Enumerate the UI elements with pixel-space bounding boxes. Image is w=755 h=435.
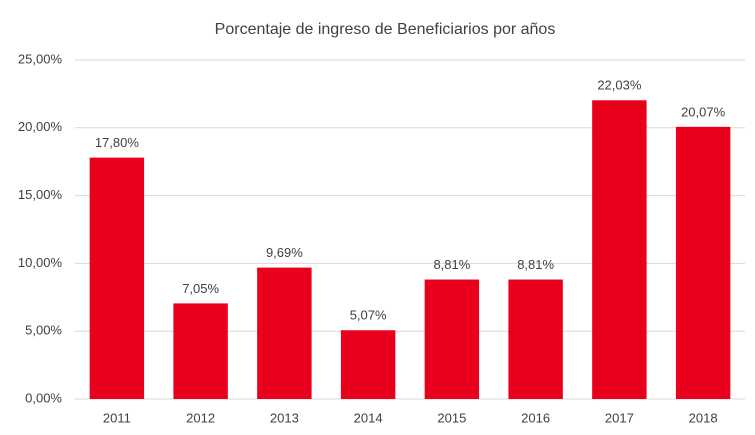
y-tick-label: 20,00% <box>18 119 63 134</box>
x-tick-label: 2014 <box>354 410 383 425</box>
data-label: 5,07% <box>350 308 387 323</box>
y-tick-label: 15,00% <box>18 187 63 202</box>
y-tick-label: 25,00% <box>18 51 63 66</box>
bar <box>340 330 396 399</box>
x-tick-label: 2016 <box>521 410 550 425</box>
y-tick-label: 10,00% <box>18 255 63 270</box>
x-tick-label: 2013 <box>270 410 299 425</box>
data-label: 17,80% <box>95 135 140 150</box>
data-label: 22,03% <box>597 78 642 93</box>
data-label: 8,81% <box>433 257 470 272</box>
x-tick-label: 2015 <box>437 410 466 425</box>
bar <box>675 126 731 399</box>
bar <box>89 157 145 399</box>
data-label: 9,69% <box>266 245 303 260</box>
bar <box>173 303 228 399</box>
y-tick-label: 5,00% <box>25 323 62 338</box>
bar <box>508 279 563 399</box>
data-label: 7,05% <box>182 281 219 296</box>
x-tick-label: 2012 <box>186 410 215 425</box>
data-label: 8,81% <box>517 257 554 272</box>
data-label: 20,07% <box>681 104 726 119</box>
x-tick-label: 2017 <box>605 410 634 425</box>
bar <box>424 279 480 399</box>
x-tick-label: 2011 <box>103 410 131 425</box>
chart-title: Porcentaje de ingreso de Beneficiarios p… <box>215 21 556 38</box>
y-tick-label: 0,00% <box>25 390 62 405</box>
bar <box>257 267 312 399</box>
x-tick-label: 2018 <box>689 410 718 425</box>
bar <box>592 100 647 400</box>
